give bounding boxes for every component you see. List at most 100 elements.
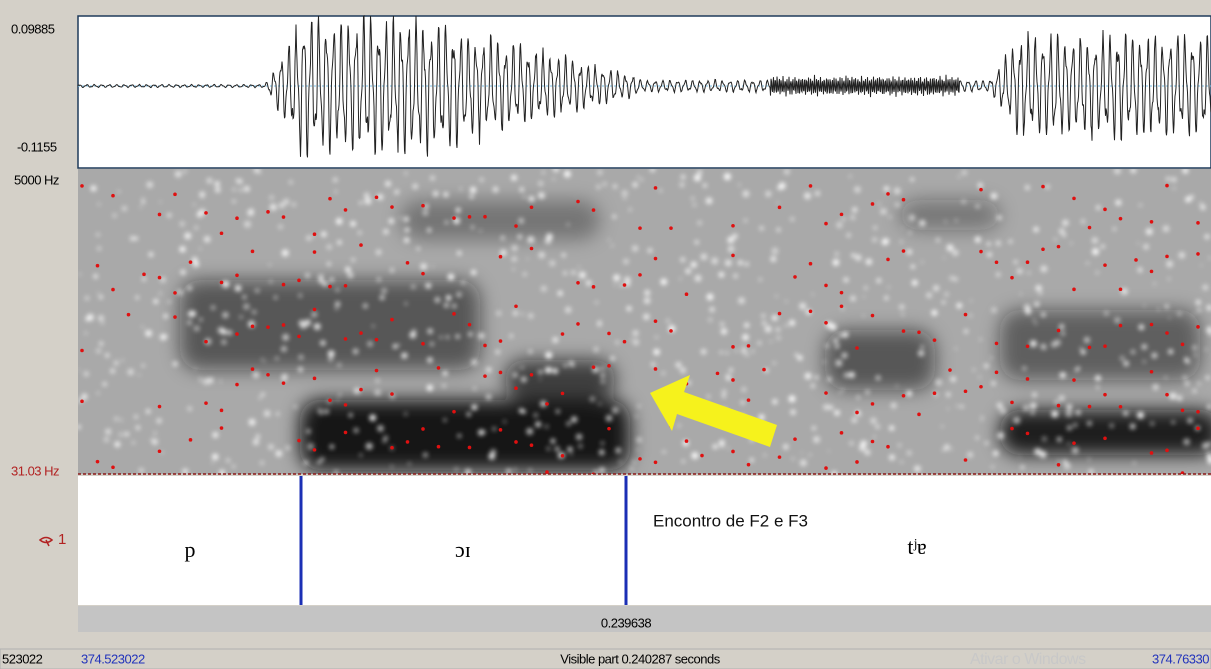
dark-band bbox=[825, 330, 935, 390]
formant-dot bbox=[126, 312, 131, 317]
formant-dot bbox=[622, 283, 627, 287]
speckle bbox=[1041, 436, 1047, 442]
speckle bbox=[741, 387, 747, 392]
speckle bbox=[567, 446, 573, 453]
speckle bbox=[862, 295, 865, 298]
speckle bbox=[243, 303, 250, 310]
speckle bbox=[827, 377, 832, 382]
speckle bbox=[743, 218, 748, 223]
formant-dot bbox=[1118, 404, 1123, 409]
speckle bbox=[364, 192, 370, 198]
speckle bbox=[987, 252, 992, 257]
speckle bbox=[179, 221, 185, 227]
speckle bbox=[719, 350, 723, 354]
speckle bbox=[268, 263, 271, 267]
formant-dot bbox=[886, 444, 890, 449]
speckle bbox=[520, 376, 527, 383]
speckle bbox=[977, 182, 983, 188]
formant-dot bbox=[824, 466, 828, 470]
formant-dot bbox=[1103, 344, 1107, 348]
speckle bbox=[946, 244, 954, 252]
speckle bbox=[906, 450, 912, 456]
speckle bbox=[1095, 375, 1101, 381]
formant-dot bbox=[731, 449, 735, 454]
speckle bbox=[566, 223, 570, 226]
speckle bbox=[78, 273, 82, 276]
speckle bbox=[1157, 308, 1160, 311]
speckle bbox=[445, 335, 450, 339]
speckle bbox=[758, 414, 765, 421]
formant-dot bbox=[1180, 342, 1185, 347]
speckle bbox=[1080, 349, 1086, 355]
speckle bbox=[600, 379, 606, 384]
formant-dot bbox=[963, 458, 968, 462]
speckle bbox=[1137, 411, 1144, 419]
formant-dot bbox=[343, 337, 348, 341]
formant-dot bbox=[281, 282, 286, 287]
speckle bbox=[605, 414, 613, 422]
speckle bbox=[996, 215, 1002, 221]
formant-dot bbox=[576, 199, 580, 204]
speckle bbox=[691, 197, 695, 200]
speckle bbox=[632, 460, 636, 464]
formant-dot bbox=[1010, 275, 1014, 280]
speckle bbox=[141, 277, 146, 282]
speckle bbox=[98, 315, 104, 321]
formant-dot bbox=[1165, 254, 1169, 259]
speckle bbox=[1104, 311, 1109, 316]
formant-dot bbox=[808, 309, 813, 314]
speckle bbox=[461, 280, 465, 285]
speckle bbox=[1045, 184, 1050, 189]
speckle bbox=[599, 467, 606, 474]
speckle bbox=[397, 343, 401, 347]
speckle bbox=[1168, 349, 1174, 355]
speckle bbox=[429, 342, 434, 346]
speckle bbox=[942, 448, 946, 452]
speckle bbox=[995, 272, 1001, 277]
speckle bbox=[134, 236, 138, 241]
speckle bbox=[650, 362, 656, 367]
speckle bbox=[227, 330, 233, 336]
formant-dot bbox=[80, 399, 84, 404]
formant-dot bbox=[1072, 441, 1076, 445]
speckle bbox=[1040, 265, 1048, 273]
formant-dot bbox=[994, 370, 999, 375]
speckle bbox=[1095, 271, 1099, 275]
speckle bbox=[635, 415, 638, 418]
speckle bbox=[1162, 225, 1170, 232]
formant-dot bbox=[1196, 409, 1200, 414]
speckle bbox=[876, 278, 882, 284]
formant-dot bbox=[669, 226, 673, 230]
speckle bbox=[804, 192, 811, 200]
speckle bbox=[910, 264, 915, 269]
formant-dot bbox=[746, 344, 751, 348]
formant-dot bbox=[157, 404, 162, 409]
formant-dot bbox=[746, 462, 751, 467]
speckle bbox=[660, 278, 668, 286]
formant-dot bbox=[560, 391, 565, 396]
speckle bbox=[159, 292, 162, 295]
speckle bbox=[711, 257, 719, 265]
formant-dot bbox=[1149, 369, 1154, 374]
speckle bbox=[1143, 304, 1146, 307]
speckle bbox=[211, 461, 214, 464]
formant-dot bbox=[250, 249, 255, 254]
speckle bbox=[179, 246, 186, 253]
formant-dot bbox=[731, 223, 735, 228]
speckle bbox=[320, 340, 326, 346]
speckle bbox=[770, 256, 777, 262]
speckle bbox=[445, 295, 452, 301]
formant-dot bbox=[1072, 378, 1076, 382]
interval-label: ɔɪ bbox=[455, 537, 471, 562]
speckle bbox=[540, 285, 547, 292]
speckle bbox=[138, 373, 141, 377]
speckle bbox=[1029, 402, 1037, 410]
speckle bbox=[78, 424, 81, 430]
speckle bbox=[877, 202, 881, 206]
speckle bbox=[880, 208, 887, 215]
formant-dot bbox=[359, 387, 363, 392]
speckle bbox=[232, 187, 236, 192]
speckle bbox=[954, 218, 958, 222]
speckle bbox=[1013, 416, 1021, 424]
formant-dot bbox=[1056, 403, 1061, 408]
